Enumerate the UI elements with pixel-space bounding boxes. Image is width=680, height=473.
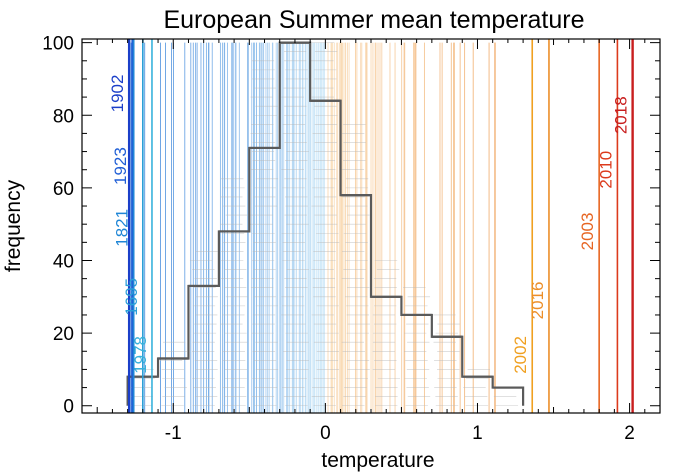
x-tick-label: 2 bbox=[624, 423, 635, 444]
year-label: 2016 bbox=[528, 282, 547, 320]
year-label: 2018 bbox=[612, 96, 631, 134]
year-label: 2010 bbox=[596, 151, 615, 189]
x-tick-label: 0 bbox=[320, 423, 331, 444]
ensemble-spread-marks bbox=[128, 42, 520, 407]
year-label: 1695 bbox=[122, 278, 141, 316]
year-label: 1978 bbox=[131, 336, 150, 374]
y-axis: 0 20 40 60 80 100 bbox=[42, 34, 660, 418]
y-tick-label: 80 bbox=[53, 106, 74, 127]
chart-title: European Summer mean temperature bbox=[163, 6, 584, 34]
year-label: 1923 bbox=[111, 147, 130, 185]
year-label: 2003 bbox=[578, 213, 597, 251]
year-label: 1821 bbox=[113, 209, 132, 247]
x-tick-label: -1 bbox=[165, 423, 182, 444]
y-axis-label: frequency bbox=[2, 179, 25, 272]
x-tick-label: 1 bbox=[472, 423, 483, 444]
year-label: 2002 bbox=[511, 336, 530, 374]
y-tick-label: 60 bbox=[53, 179, 74, 200]
x-axis: -1 0 1 2 bbox=[96, 39, 661, 444]
y-tick-label: 20 bbox=[53, 324, 74, 345]
histogram-layer bbox=[126, 41, 525, 406]
y-tick-label: 100 bbox=[42, 34, 74, 55]
y-tick-label: 40 bbox=[53, 251, 74, 272]
y-tick-label: 0 bbox=[63, 397, 74, 418]
x-axis-label: temperature bbox=[321, 449, 434, 472]
year-label: 1902 bbox=[108, 75, 127, 113]
year-labels: 1902 1923 1821 1695 1978 2002 2016 2003 2010 2018 bbox=[108, 39, 634, 413]
